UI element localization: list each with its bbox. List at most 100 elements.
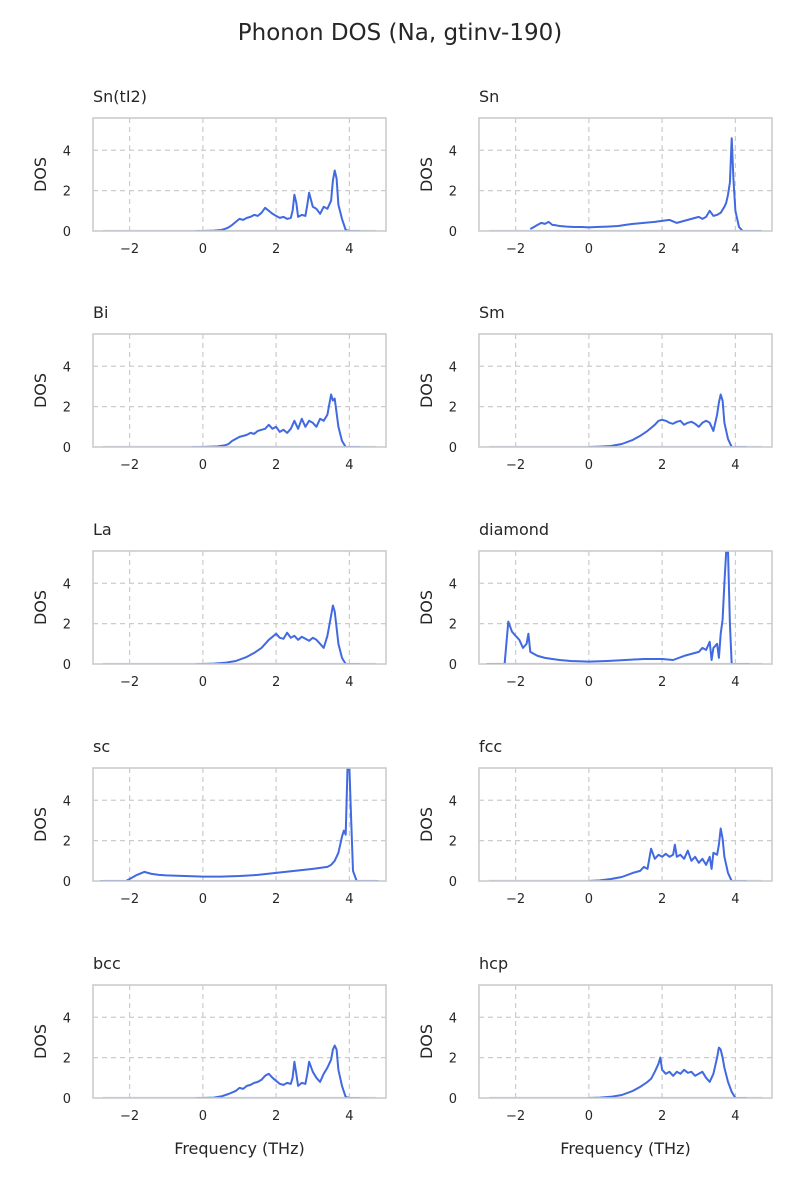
y-axis-label: DOS: [417, 157, 436, 192]
y-tick-label: 4: [449, 360, 457, 375]
y-tick-label: 0: [449, 658, 457, 673]
y-tick-label: 2: [63, 185, 71, 200]
dos-series-line: [191, 393, 361, 447]
dos-series-line: [195, 604, 361, 664]
y-tick-label: 4: [449, 794, 457, 809]
y-axis-label: DOS: [417, 373, 436, 408]
panel-title: sc: [93, 737, 110, 756]
page-title: Phonon DOS (Na, gtinv-190): [237, 20, 563, 46]
axes-frame: [478, 767, 773, 882]
axes-frame: [92, 767, 387, 882]
y-tick-label: 2: [63, 835, 71, 850]
x-tick-label: −2: [506, 675, 525, 690]
x-axis-label: Frequency (THz): [174, 1139, 304, 1158]
y-tick-label: 4: [449, 144, 457, 159]
dos-series-line: [588, 827, 747, 881]
y-tick-label: 4: [449, 1011, 457, 1026]
y-tick-label: 0: [449, 875, 457, 890]
x-tick-label: 4: [731, 675, 739, 690]
x-tick-label: −2: [120, 242, 139, 257]
axes-frame: [92, 117, 387, 232]
x-tick-label: −2: [120, 1109, 139, 1124]
x-tick-label: 4: [345, 458, 353, 473]
dos-series-line: [529, 137, 761, 231]
x-tick-label: 2: [272, 242, 280, 257]
x-tick-label: −2: [506, 458, 525, 473]
y-tick-label: 2: [449, 185, 457, 200]
y-tick-label: 2: [449, 401, 457, 416]
y-tick-label: 0: [449, 1092, 457, 1107]
y-tick-label: 4: [63, 577, 71, 592]
panel-title: Sn(tI2): [93, 87, 147, 106]
x-tick-label: 0: [199, 242, 207, 257]
y-tick-label: 0: [63, 875, 71, 890]
x-tick-label: −2: [506, 892, 525, 907]
x-tick-label: 0: [199, 675, 207, 690]
panel-title: Bi: [93, 303, 108, 322]
y-axis-label: DOS: [417, 590, 436, 625]
y-tick-label: 4: [449, 577, 457, 592]
panel-title: hcp: [479, 954, 508, 973]
x-tick-label: 0: [199, 892, 207, 907]
panel-title: fcc: [479, 737, 502, 756]
dos-series-line: [486, 551, 750, 664]
x-tick-label: 0: [585, 1109, 593, 1124]
y-tick-label: 2: [449, 618, 457, 633]
x-tick-label: 2: [272, 892, 280, 907]
y-tick-label: 0: [63, 225, 71, 240]
y-tick-label: 0: [63, 1092, 71, 1107]
x-tick-label: 0: [199, 458, 207, 473]
y-tick-label: 2: [63, 618, 71, 633]
x-tick-label: −2: [506, 242, 525, 257]
dos-series-line: [195, 1044, 361, 1098]
x-tick-label: 2: [272, 1109, 280, 1124]
x-tick-label: 4: [345, 892, 353, 907]
x-tick-label: 4: [731, 242, 739, 257]
panel-title: bcc: [93, 954, 121, 973]
panel-title: Sm: [479, 303, 505, 322]
y-axis-label: DOS: [31, 373, 50, 408]
axes-frame: [478, 984, 773, 1099]
dos-series-line: [195, 169, 361, 231]
dos-series-line: [588, 1046, 747, 1098]
axes-frame: [92, 333, 387, 448]
x-tick-label: 2: [658, 242, 666, 257]
y-axis-label: DOS: [31, 807, 50, 842]
x-tick-label: 0: [585, 242, 593, 257]
x-tick-label: −2: [120, 892, 139, 907]
x-tick-label: −2: [120, 458, 139, 473]
y-tick-label: 4: [63, 360, 71, 375]
y-axis-label: DOS: [31, 157, 50, 192]
y-tick-label: 0: [449, 441, 457, 456]
axes-frame: [478, 117, 773, 232]
x-tick-label: 0: [585, 675, 593, 690]
axes-frame: [92, 550, 387, 665]
y-axis-label: DOS: [417, 807, 436, 842]
x-tick-label: 2: [658, 458, 666, 473]
y-tick-label: 2: [63, 401, 71, 416]
dos-series-line: [588, 393, 747, 447]
x-tick-label: 4: [345, 675, 353, 690]
axes-frame: [478, 550, 773, 665]
y-tick-label: 2: [449, 1052, 457, 1067]
x-tick-label: 0: [585, 458, 593, 473]
y-tick-label: 0: [63, 441, 71, 456]
dos-series-line: [100, 768, 379, 881]
y-tick-label: 0: [449, 225, 457, 240]
x-tick-label: −2: [506, 1109, 525, 1124]
x-tick-label: 0: [585, 892, 593, 907]
y-tick-label: 0: [63, 658, 71, 673]
panel-title: Sn: [479, 87, 499, 106]
x-tick-label: 2: [658, 892, 666, 907]
y-tick-label: 4: [63, 794, 71, 809]
x-tick-label: 2: [658, 675, 666, 690]
x-tick-label: −2: [120, 675, 139, 690]
panel-title: La: [93, 520, 112, 539]
axes-frame: [478, 333, 773, 448]
panel-title: diamond: [479, 520, 549, 539]
y-tick-label: 4: [63, 1011, 71, 1026]
x-tick-label: 4: [731, 892, 739, 907]
x-tick-label: 4: [345, 1109, 353, 1124]
y-tick-label: 2: [63, 1052, 71, 1067]
